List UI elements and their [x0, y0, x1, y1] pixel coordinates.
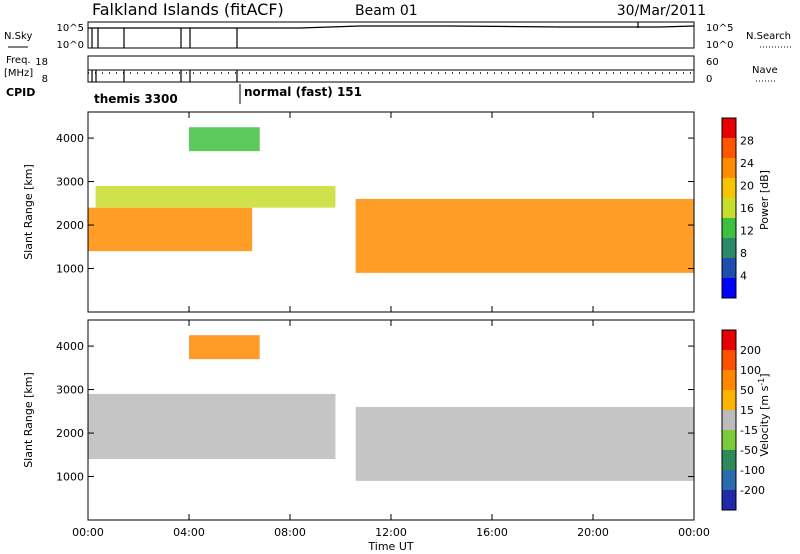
power-colorbar-swatch	[722, 118, 736, 138]
xtick-label: 20:00	[577, 526, 609, 539]
nsky-tick-bottom: 10^0	[57, 40, 84, 51]
velocity-echo-regions	[88, 335, 694, 481]
power-panel: 1000 2000 3000 4000 Slant Range [km]	[22, 111, 695, 313]
velocity-echo-region	[355, 406, 694, 481]
power-colorbar-label: Power [dB]	[758, 170, 771, 230]
velocity-colorbar-tick: -100	[740, 464, 765, 477]
power-ylabel: Slant Range [km]	[22, 164, 35, 260]
velocity-colorbar: 200 100 50 15 -15 -50 -100 -200	[721, 329, 765, 511]
plot-title: Falkland Islands (fitACF)	[92, 0, 284, 19]
velocity-colorbar-swatch	[722, 330, 736, 350]
power-colorbar-tick: 20	[740, 180, 754, 193]
cpid-label: CPID	[6, 86, 35, 99]
xtick-label: 08:00	[274, 526, 306, 539]
time-axis: 00:00 04:00 08:00 12:00 16:00 20:00 00:00	[72, 112, 710, 539]
nsky-tick-top: 10^5	[57, 23, 84, 34]
power-colorbar: 4 8 12 16 20 24 28	[721, 117, 754, 299]
freq-panel	[87, 55, 695, 83]
freq-tick-bottom: 8	[42, 74, 48, 85]
nave-tick-top: 60	[706, 57, 719, 68]
velocity-ytick-label: 3000	[56, 384, 84, 397]
velocity-echo-region	[189, 335, 260, 360]
power-colorbar-swatch	[722, 238, 736, 258]
xtick-label: 12:00	[375, 526, 407, 539]
power-colorbar-tick: 12	[740, 225, 754, 238]
velocity-colorbar-tick: 200	[740, 344, 761, 357]
xtick-label: 04:00	[173, 526, 205, 539]
cpid-segment-themis: themis 3300	[94, 92, 178, 106]
power-ytick-label: 3000	[56, 176, 84, 189]
nsky-label: N.Sky	[4, 31, 32, 42]
power-ytick-label: 2000	[56, 219, 84, 232]
velocity-colorbar-tick: -200	[740, 484, 765, 497]
velocity-colorbar-tick: 15	[740, 404, 754, 417]
nave-label: Nave	[752, 65, 778, 76]
velocity-colorbar-label-exp: -1	[757, 378, 766, 386]
velocity-colorbar-swatch	[722, 470, 736, 490]
power-ytick-label: 4000	[56, 132, 84, 145]
velocity-colorbar-swatch	[722, 430, 736, 450]
velocity-colorbar-tick: -15	[740, 424, 758, 437]
xtick-label: 16:00	[476, 526, 508, 539]
velocity-ytick-label: 4000	[56, 340, 84, 353]
velocity-colorbar-label-main: Velocity [m s	[758, 385, 771, 456]
cpid-segment-normal: normal (fast) 151	[244, 85, 362, 99]
velocity-colorbar-frame	[721, 329, 737, 511]
velocity-echo-region	[88, 393, 336, 460]
freq-unit: [MHz]	[4, 68, 33, 79]
power-colorbar-swatch	[722, 258, 736, 278]
velocity-colorbar-label: Velocity [m s-1]	[757, 373, 771, 456]
power-colorbar-swatch	[722, 178, 736, 198]
nsearch-tick-bottom: 10^0	[706, 40, 733, 51]
freq-trace	[88, 69, 694, 82]
velocity-colorbar-swatch	[722, 390, 736, 410]
velocity-panel: 1000 2000 3000 4000 Slant Range [km]	[22, 319, 695, 521]
velocity-colorbar-label-close: ]	[758, 373, 771, 377]
power-echo-regions	[88, 127, 694, 273]
power-colorbar-tick: 8	[740, 247, 747, 260]
velocity-colorbar-swatch	[722, 450, 736, 470]
velocity-ylabel: Slant Range [km]	[22, 372, 35, 468]
xtick-label: 00:00	[678, 526, 710, 539]
velocity-colorbar-swatch	[722, 370, 736, 390]
power-colorbar-tick: 24	[740, 157, 754, 170]
power-ytick-label: 1000	[56, 263, 84, 276]
nsky-trace	[88, 22, 695, 48]
velocity-colorbar-tick: -50	[740, 444, 758, 457]
velocity-colorbar-swatch	[722, 350, 736, 370]
power-colorbar-swatch	[722, 198, 736, 218]
power-echo-region	[88, 207, 253, 252]
power-colorbar-tick: 4	[740, 270, 747, 283]
nsky-panel	[87, 21, 695, 49]
power-echo-region	[95, 185, 336, 208]
nave-tick-bottom: 0	[706, 74, 712, 85]
beam-label: Beam 01	[355, 3, 418, 19]
power-colorbar-frame	[721, 117, 737, 299]
power-echo-region	[355, 198, 694, 273]
time-axis-label: Time UT	[367, 540, 413, 553]
xtick-label: 00:00	[72, 526, 104, 539]
velocity-colorbar-swatch	[722, 490, 736, 510]
power-colorbar-tick: 28	[740, 135, 754, 148]
freq-label: Freq.	[6, 55, 31, 66]
velocity-ytick-label: 2000	[56, 427, 84, 440]
nsearch-label: N.Search	[746, 31, 791, 42]
velocity-colorbar-tick: 100	[740, 364, 761, 377]
nsearch-tick-top: 10^5	[706, 23, 733, 34]
velocity-colorbar-swatch	[722, 410, 736, 430]
velocity-colorbar-tick: 50	[740, 384, 754, 397]
power-colorbar-swatch	[722, 218, 736, 238]
power-colorbar-swatch	[722, 138, 736, 158]
velocity-ytick-label: 1000	[56, 471, 84, 484]
power-colorbar-swatch	[722, 278, 736, 298]
power-y-ticks: 1000 2000 3000 4000	[56, 132, 694, 276]
date-label: 30/Mar/2011	[617, 3, 706, 19]
power-colorbar-tick: 16	[740, 202, 754, 215]
power-echo-region	[189, 127, 260, 152]
freq-tick-top: 18	[35, 57, 48, 68]
velocity-y-ticks: 1000 2000 3000 4000	[56, 340, 694, 484]
power-colorbar-swatch	[722, 158, 736, 178]
